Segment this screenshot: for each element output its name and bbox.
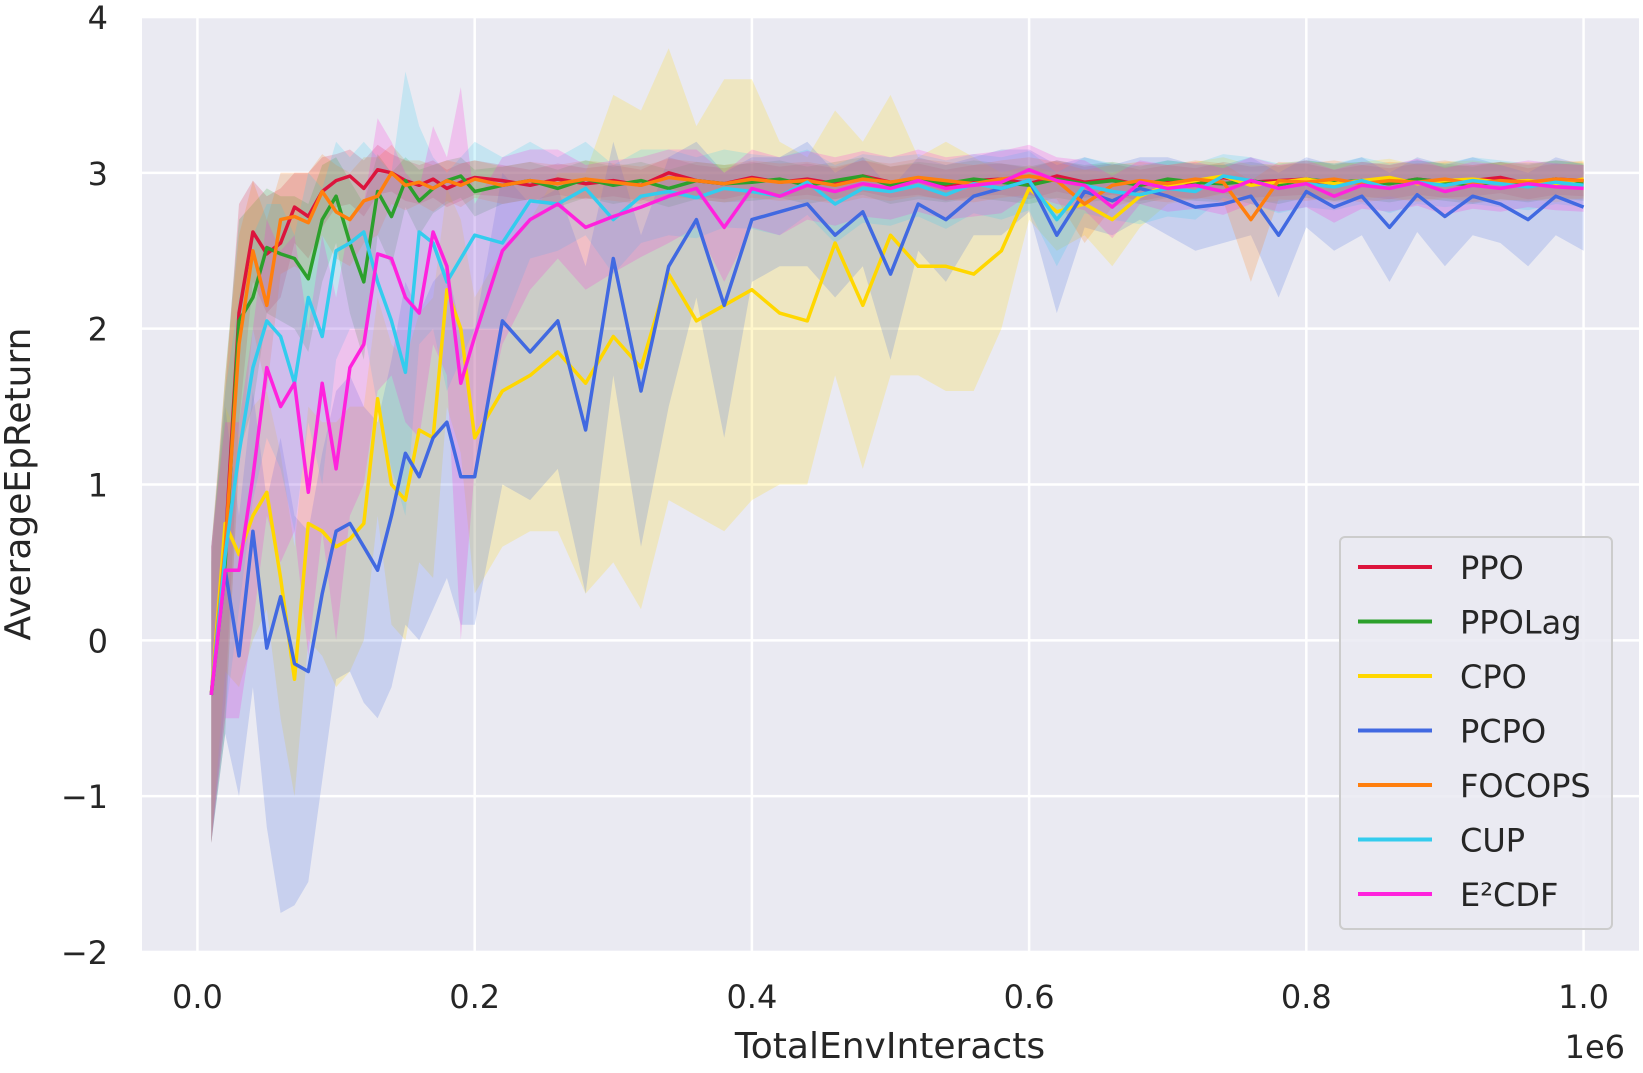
legend: PPO PPOLag CPO PCPO FOCOPS CUP E²CDF <box>1339 536 1613 930</box>
legend-item-pcpo: PCPO <box>1358 713 1546 751</box>
y-axis-label: AverageEpReturn <box>0 328 39 641</box>
legend-label: FOCOPS <box>1460 767 1591 805</box>
x-tick-label: 0.8 <box>1281 978 1332 1016</box>
y-tick-label: −1 <box>61 778 108 816</box>
series-line-ecdf <box>209 167 1584 696</box>
y-tick-label: −2 <box>61 934 108 972</box>
y-tick-label: 2 <box>88 311 108 349</box>
y-tick-label: 4 <box>88 0 108 37</box>
series-lines <box>209 167 1585 696</box>
legend-label: PPO <box>1460 549 1524 587</box>
x-tick-label: 0.0 <box>172 978 223 1016</box>
y-tick-label: 0 <box>88 622 108 660</box>
legend-label: E²CDF <box>1460 876 1558 914</box>
x-offset-label: 1e6 <box>1565 1028 1625 1066</box>
grid-lines <box>142 15 1639 954</box>
x-tick-label: 0.4 <box>726 978 777 1016</box>
y-tick-label: 3 <box>88 155 108 193</box>
confidence-bands <box>211 48 1584 913</box>
series-line-pcpo <box>209 178 1585 696</box>
series-line-cpo <box>209 174 1584 696</box>
legend-label: PCPO <box>1460 713 1546 751</box>
x-tick-label: 0.2 <box>449 978 500 1016</box>
band-ppolag <box>211 154 1584 843</box>
series-line-focops <box>209 171 1584 696</box>
x-axis-label: TotalEnvInteracts <box>734 1026 1045 1067</box>
band-cpo <box>211 48 1584 843</box>
y-tick-labels: −2 −1 0 1 2 3 4 <box>61 0 108 972</box>
legend-label: CPO <box>1460 658 1527 696</box>
legend-item-cup: CUP <box>1358 822 1525 860</box>
band-focops <box>211 144 1584 843</box>
legend-label: CUP <box>1460 822 1525 860</box>
legend-frame <box>1339 536 1613 930</box>
legend-item-ecdf: E²CDF <box>1358 876 1558 914</box>
legend-label: PPOLag <box>1460 604 1582 642</box>
band-pcpo <box>211 141 1584 913</box>
y-tick-label: 1 <box>88 467 108 505</box>
legend-item-focops: FOCOPS <box>1358 767 1591 805</box>
legend-item-cpo: CPO <box>1358 658 1527 696</box>
x-tick-label: 0.6 <box>1004 978 1055 1016</box>
legend-item-ppolag: PPOLag <box>1358 604 1582 642</box>
x-tick-label: 1.0 <box>1558 978 1609 1016</box>
legend-item-ppo: PPO <box>1358 549 1524 587</box>
x-tick-labels: 0.0 0.2 0.4 0.6 0.8 1.0 <box>172 978 1609 1016</box>
